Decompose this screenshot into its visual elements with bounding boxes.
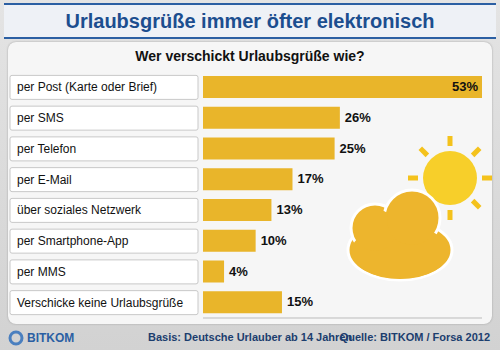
svg-text:4%: 4% — [229, 264, 248, 279]
svg-text:10%: 10% — [261, 233, 287, 248]
html-text:Basis: Deutsche Urlauber ab 14: Basis: Deutsche Urlauber ab 14 Jahren — [148, 331, 353, 343]
svg-text:17%: 17% — [297, 171, 323, 186]
svg-text:per MMS: per MMS — [17, 265, 66, 279]
html-text:Wer verschickt Urlaubsgrüße wi: Wer verschickt Urlaubsgrüße wie? — [135, 48, 365, 64]
svg-text:15%: 15% — [287, 294, 313, 309]
svg-text:53%: 53% — [452, 79, 478, 94]
svg-text:per E-Mail: per E-Mail — [17, 173, 72, 187]
svg-text:25%: 25% — [340, 141, 366, 156]
html-text:Quelle: BITKOM / Forsa 2012: Quelle: BITKOM / Forsa 2012 — [339, 331, 490, 343]
svg-text:26%: 26% — [345, 110, 371, 125]
svg-text:über soziales Netzwerk: über soziales Netzwerk — [17, 203, 142, 217]
svg-text:Verschicke keine Urlaubsgrüße: Verschicke keine Urlaubsgrüße — [17, 296, 183, 310]
svg-text:per Smartphone-App: per Smartphone-App — [17, 234, 129, 248]
html-text:Urlaubsgrüße immer öfter elekt: Urlaubsgrüße immer öfter elektronisch — [65, 10, 435, 32]
html-text:BITKOM: BITKOM — [27, 331, 75, 345]
svg-text:13%: 13% — [276, 202, 302, 217]
svg-text:per SMS: per SMS — [17, 111, 64, 125]
svg-text:per Telefon: per Telefon — [17, 142, 76, 156]
svg-text:per Post (Karte oder Brief): per Post (Karte oder Brief) — [17, 80, 157, 94]
